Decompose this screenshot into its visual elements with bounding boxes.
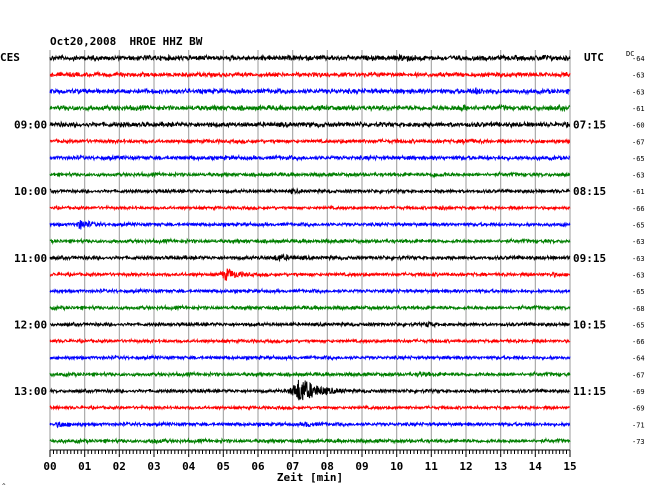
right-timezone-label: UTC <box>584 51 604 64</box>
dc-offset-label: -63 <box>632 271 645 279</box>
left-hour-label: 09:00 <box>14 119 47 132</box>
x-tick-label: 01 <box>78 460 92 473</box>
x-axis: 00 01 02 03 04 05 06 07 08 09 10 11 12 13 14 15 <box>43 449 577 473</box>
x-tick-label: 07 <box>286 460 299 473</box>
trace-line <box>49 204 571 212</box>
dc-offset-label: -64 <box>632 55 645 63</box>
dc-offset-label: -65 <box>632 222 645 230</box>
right-hour-label: 10:15 <box>573 318 606 331</box>
dc-offset-label: -65 <box>632 321 645 329</box>
dc-offset-label: -65 <box>632 288 645 296</box>
x-tick-label: 13 <box>494 460 507 473</box>
right-hour-label: 08:15 <box>573 185 606 198</box>
trace-line <box>49 370 571 379</box>
trace-line <box>49 120 571 129</box>
right-hour-label: 07:15 <box>573 119 606 132</box>
dc-offset-label: -66 <box>632 338 645 346</box>
row-labels: 09:00 10:00 11:00 12:00 13:00 07:15 08:15 09:15… <box>14 55 645 446</box>
dc-offset-label: -63 <box>632 238 645 246</box>
x-tick-label: 09 <box>355 460 368 473</box>
trace-line <box>49 437 571 445</box>
right-hour-label: 09:15 <box>573 252 606 265</box>
trace-line <box>49 103 571 113</box>
dc-offset-label: -65 <box>632 155 645 163</box>
dc-offset-label: -73 <box>632 438 645 446</box>
trace-line <box>49 137 571 146</box>
trace-line <box>49 219 571 230</box>
x-axis-label: Zeit [min] <box>277 471 343 484</box>
dc-offset-label: -71 <box>632 421 645 429</box>
x-tick-label: 03 <box>147 460 160 473</box>
left-hour-label: 11:00 <box>14 252 47 265</box>
trace-line <box>49 170 571 179</box>
trace-group <box>49 53 571 445</box>
left-hour-label: 10:00 <box>14 185 47 198</box>
dc-offset-label: -63 <box>632 72 645 80</box>
x-tick-label: 11 <box>425 460 439 473</box>
corner-mark: ^ <box>2 483 6 490</box>
x-tick-label: 06 <box>251 460 265 473</box>
dc-column-header: DC <box>626 50 634 58</box>
chart-title: Oct20,2008 HROE HHZ BW <box>50 35 203 48</box>
trace-line <box>49 237 571 246</box>
trace-line <box>49 337 571 345</box>
x-tick-label: 05 <box>217 460 230 473</box>
trace-line <box>49 268 571 281</box>
trace-line <box>49 53 571 63</box>
trace-line <box>49 420 571 429</box>
dc-offset-label: -64 <box>632 355 645 363</box>
dc-offset-label: -63 <box>632 255 645 263</box>
trace-line <box>49 70 571 79</box>
trace-line <box>49 379 571 401</box>
x-tick-label: 12 <box>459 460 472 473</box>
dc-offset-label: -63 <box>632 172 645 180</box>
dc-offset-label: -63 <box>632 88 645 96</box>
trace-line <box>49 87 571 96</box>
dc-offset-label: -67 <box>632 138 645 146</box>
trace-line <box>49 187 571 195</box>
left-timezone-label: CES <box>0 51 20 64</box>
trace-line <box>50 320 571 329</box>
x-tick-label: 00 <box>43 460 56 473</box>
dc-offset-label: -61 <box>632 188 645 196</box>
trace-line <box>49 287 571 295</box>
trace-line <box>49 303 571 312</box>
dc-offset-label: -69 <box>632 388 645 396</box>
dc-offset-label: -67 <box>632 371 645 379</box>
trace-line <box>49 404 571 412</box>
x-tick-label: 04 <box>182 460 196 473</box>
x-tick-label: 15 <box>563 460 576 473</box>
x-tick-label: 10 <box>390 460 403 473</box>
x-tick-label: 02 <box>113 460 126 473</box>
left-hour-label: 12:00 <box>14 318 47 331</box>
dc-offset-label: -60 <box>632 122 645 130</box>
right-hour-label: 11:15 <box>573 385 606 398</box>
trace-line <box>49 353 571 362</box>
dc-offset-label: -69 <box>632 405 645 413</box>
left-hour-label: 13:00 <box>14 385 47 398</box>
trace-line <box>49 253 571 263</box>
minute-grid <box>49 50 571 450</box>
dc-offset-label: -68 <box>632 305 645 313</box>
x-tick-label: 14 <box>529 460 543 473</box>
dc-offset-label: -61 <box>632 105 645 113</box>
x-tick-label: 08 <box>321 460 334 473</box>
trace-line <box>49 153 571 162</box>
dc-offset-label: -66 <box>632 205 645 213</box>
